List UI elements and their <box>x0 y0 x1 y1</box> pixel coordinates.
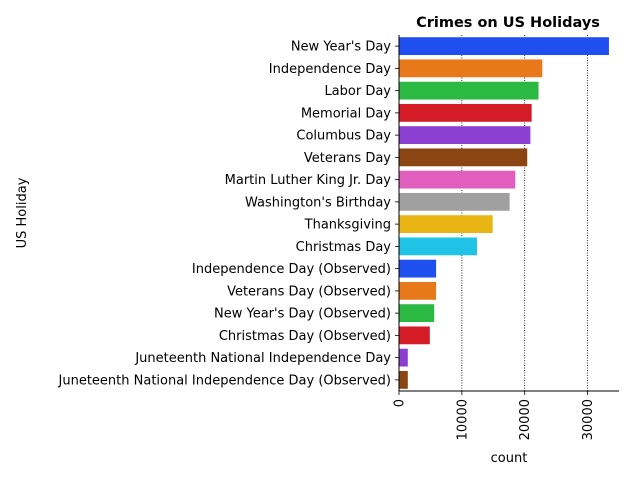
bar <box>399 148 528 167</box>
y-tick-label: New Year's Day <box>291 40 391 55</box>
bar <box>399 192 510 211</box>
y-tick-label: Christmas Day <box>296 240 392 255</box>
y-tick-labels: New Year's Day Independence Day Labor Day M… <box>58 40 399 388</box>
bar <box>399 37 609 56</box>
bar <box>399 370 408 389</box>
bar <box>399 304 435 323</box>
y-tick-label: Memorial Day <box>301 106 391 121</box>
bar <box>399 237 477 256</box>
bar <box>399 170 516 189</box>
y-tick-label: Martin Luther King Jr. Day <box>225 173 392 188</box>
y-tick-label: Veterans Day (Observed) <box>227 284 391 299</box>
bar <box>399 259 437 278</box>
x-tick-label: 30000 <box>581 399 596 440</box>
bar <box>399 81 539 100</box>
bar <box>399 281 437 300</box>
bar <box>399 215 493 234</box>
x-tick-label: 20000 <box>518 399 533 440</box>
y-tick-label: Juneteenth National Independence Day <box>134 351 391 366</box>
bar <box>399 103 532 122</box>
y-tick-label: Independence Day (Observed) <box>192 262 391 277</box>
y-tick-label: New Year's Day (Observed) <box>214 307 391 322</box>
x-tick-label: 10000 <box>455 399 470 440</box>
y-tick-label: Columbus Day <box>296 129 391 144</box>
chart-title: Crimes on US Holidays <box>416 15 600 31</box>
y-tick-label: Veterans Day <box>304 151 391 166</box>
x-ticks: 0 10000 20000 30000 <box>393 391 596 440</box>
y-tick-label: Washington's Birthday <box>245 195 391 210</box>
y-axis-title: US Holiday <box>15 177 30 248</box>
bar <box>399 126 531 145</box>
bars-group <box>399 37 609 389</box>
y-tick-label: Independence Day <box>269 62 392 77</box>
y-tick-label: Juneteenth National Independence Day (Ob… <box>58 373 391 388</box>
grid-lines <box>461 35 588 391</box>
y-tick-label: Christmas Day (Observed) <box>219 329 391 344</box>
y-tick-label: Thanksgiving <box>304 218 391 233</box>
y-tick-label: Labor Day <box>324 84 391 99</box>
x-tick-label: 0 <box>393 399 408 407</box>
bar <box>399 59 543 78</box>
bar <box>399 326 430 345</box>
bar <box>399 348 408 367</box>
x-axis-title: count <box>491 451 528 466</box>
